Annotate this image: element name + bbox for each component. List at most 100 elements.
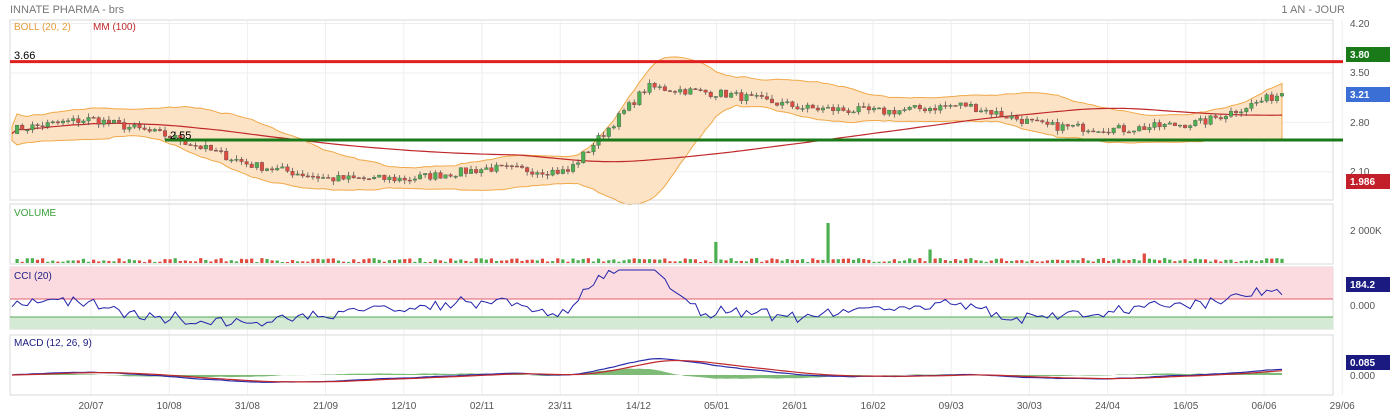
volume-bar	[209, 261, 213, 263]
candle	[234, 159, 239, 161]
candle	[989, 109, 994, 115]
candle	[1203, 118, 1208, 125]
date-tick: 16/05	[1173, 401, 1198, 412]
volume-bar	[1173, 261, 1177, 263]
volume-bar	[76, 260, 80, 263]
candle	[744, 94, 749, 101]
candle	[820, 107, 825, 111]
volume-bar	[51, 260, 55, 263]
low-price-badge-text: 1.986	[1350, 177, 1375, 188]
candle	[902, 109, 907, 111]
candle	[1075, 123, 1080, 126]
volume-bar	[902, 260, 907, 263]
candle	[550, 169, 555, 176]
candle	[698, 89, 703, 91]
date-tick: 16/02	[860, 401, 885, 412]
volume-bar	[780, 260, 784, 263]
candle	[1060, 124, 1065, 131]
candle	[678, 89, 683, 93]
volume-bar	[530, 259, 534, 263]
candle	[50, 121, 55, 124]
volume-bar	[938, 258, 942, 263]
moving-average-line	[11, 107, 1283, 163]
volume-bar	[168, 259, 172, 263]
volume-bar	[229, 260, 233, 263]
volume-bar	[637, 259, 641, 263]
candle	[254, 162, 259, 168]
candle	[1223, 116, 1228, 120]
volume-bar	[561, 259, 565, 263]
candle	[198, 145, 203, 150]
candle	[520, 165, 525, 168]
volume-bar	[408, 258, 412, 263]
volume-bar	[403, 259, 407, 263]
volume-tick: 2 000K	[1350, 226, 1382, 237]
volume-bar	[887, 261, 891, 263]
volume-bar	[1183, 259, 1187, 263]
volume-bar	[1178, 260, 1182, 263]
volume-bar	[66, 260, 70, 263]
volume-bar	[836, 259, 840, 263]
macd-legend: MACD (12, 26, 9)	[14, 338, 92, 349]
price-tick: 4.20	[1350, 19, 1370, 30]
volume-bar	[719, 259, 723, 263]
volume-bar	[1137, 260, 1141, 263]
date-tick: 02/11	[470, 401, 495, 412]
date-tick: 10/08	[157, 401, 182, 412]
candle	[112, 120, 117, 124]
macd-tick: 0.000	[1350, 371, 1375, 382]
volume-bar	[688, 259, 692, 263]
candle	[1096, 131, 1101, 133]
candle	[1009, 115, 1014, 119]
volume-bar	[1152, 259, 1157, 263]
candle	[836, 107, 841, 112]
candle	[1024, 118, 1029, 124]
candle	[469, 169, 474, 174]
candle	[1188, 125, 1193, 128]
candle	[627, 102, 632, 111]
candle	[1249, 103, 1254, 109]
volume-bar	[1198, 259, 1202, 263]
candle	[581, 151, 586, 163]
volume-bar	[25, 258, 29, 263]
price-tick: 3.50	[1350, 68, 1370, 79]
candle	[127, 126, 132, 130]
volume-bar	[913, 259, 917, 263]
candle	[856, 106, 861, 113]
volume-bar	[392, 259, 397, 263]
candle	[377, 174, 382, 178]
low-price-badge	[1346, 174, 1390, 189]
volume-bar	[341, 261, 346, 263]
volume-bar	[270, 260, 274, 263]
volume-bar	[311, 258, 315, 263]
volume-bar	[1101, 258, 1106, 263]
volume-bar	[948, 261, 953, 263]
volume-bar	[239, 258, 244, 263]
volume-bar	[520, 260, 524, 263]
volume-bar	[1050, 259, 1055, 263]
volume-bar	[137, 260, 142, 263]
volume-bar	[576, 260, 580, 263]
volume-legend: VOLUME	[14, 208, 57, 219]
volume-bar	[571, 258, 575, 263]
volume-bar	[770, 258, 774, 263]
volume-bar	[479, 258, 483, 263]
volume-bar	[816, 259, 820, 263]
ma-legend: MM (100)	[93, 22, 136, 33]
candle	[565, 169, 570, 172]
volume-bar	[653, 259, 657, 263]
volume-bar	[831, 259, 835, 263]
candle	[943, 105, 948, 107]
candle	[1183, 124, 1188, 128]
volume-bar	[173, 258, 177, 263]
volume-bar	[112, 261, 116, 263]
candle	[423, 173, 428, 176]
candle	[101, 119, 106, 125]
volume-bar	[693, 259, 698, 263]
candle	[591, 145, 596, 153]
date-tick: 14/12	[626, 401, 651, 412]
volume-bar	[494, 260, 499, 263]
candle	[402, 177, 407, 181]
volume-bar	[586, 258, 590, 263]
candle	[1121, 125, 1126, 133]
